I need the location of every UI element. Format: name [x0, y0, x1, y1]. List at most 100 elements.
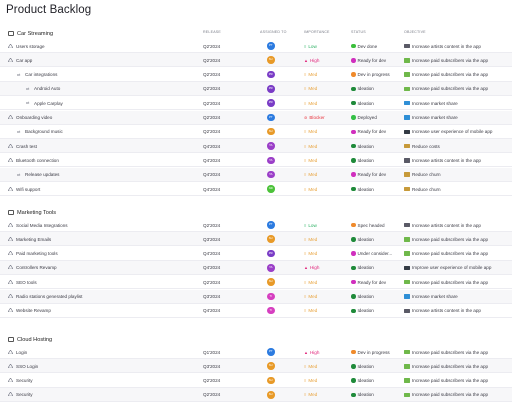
table-row[interactable]: Login Q1'2024 PT ▲ High Dev in progress Increa…: [0, 345, 512, 359]
status-badge[interactable]: Ideation: [351, 308, 374, 313]
status-badge[interactable]: Ideation: [351, 378, 374, 383]
importance-badge[interactable]: ≡ Med: [304, 378, 317, 383]
status-badge[interactable]: Spec headed: [351, 223, 385, 228]
objective-cell[interactable]: Reduce costs: [404, 144, 440, 149]
avatar[interactable]: PR: [267, 85, 275, 93]
status-badge[interactable]: Ideation: [351, 187, 374, 192]
table-row[interactable]: Security Q2'2024 SU ≡ Med Ideation Increase pa…: [0, 387, 512, 402]
table-row[interactable]: Website Revamp Q4'2024 TI ≡ Med Ideation Incre…: [0, 304, 512, 318]
row-name[interactable]: Security: [16, 392, 33, 398]
avatar[interactable]: TI: [267, 306, 275, 315]
table-row[interactable]: SEO tools Q2'2024 SU ≡ Med Ready for dev Incre…: [0, 275, 512, 290]
status-badge[interactable]: Deployed: [351, 115, 377, 120]
row-name[interactable]: Onboarding video: [16, 115, 53, 120]
avatar[interactable]: SU: [267, 235, 275, 243]
avatar[interactable]: PR: [267, 99, 275, 107]
status-badge[interactable]: Ideation: [351, 294, 374, 299]
avatar[interactable]: TI: [267, 292, 275, 301]
objective-cell[interactable]: Increase paid subscribers via the app: [404, 350, 488, 355]
importance-badge[interactable]: ≡ Med: [304, 237, 317, 242]
objective-cell[interactable]: Increase market share: [404, 294, 458, 299]
table-row[interactable]: Social Media Integrations Q2'2024 PT ≡ Low Sp…: [0, 218, 512, 232]
row-name[interactable]: Background music: [25, 129, 63, 135]
group-header[interactable]: Marketing Tools: [0, 207, 512, 219]
col-assigned[interactable]: ASSIGNED TO: [260, 30, 287, 34]
table-row[interactable]: Onboarding video Q2'2024 PT ⊘ Blocker Deploye…: [0, 110, 512, 125]
table-row[interactable]: Security Q2'2024 SU ≡ Med Ideation Increase pa…: [0, 374, 512, 388]
table-row[interactable]: SSO Login Q3'2024 SU ≡ Med Ideation Increase p…: [0, 359, 512, 374]
importance-badge[interactable]: ⊘ Blocker: [304, 115, 325, 120]
row-name[interactable]: Login: [16, 349, 28, 355]
objective-cell[interactable]: Increase paid subscribers via the app: [404, 251, 488, 256]
row-name[interactable]: Car app: [16, 57, 33, 63]
objective-cell[interactable]: Increase market share: [404, 115, 458, 120]
objective-cell[interactable]: Increase user experience of mobile app: [404, 129, 492, 134]
objective-cell[interactable]: Reduce churn: [404, 172, 441, 177]
importance-badge[interactable]: ≡ Med: [304, 294, 317, 299]
avatar[interactable]: PR: [267, 249, 275, 258]
objective-cell[interactable]: Increase paid subscribers via the app: [404, 72, 488, 77]
table-row[interactable]: Paid marketing tools Q4'2024 PR ≡ Med Under c…: [0, 247, 512, 261]
objective-cell[interactable]: Reduce churn: [404, 187, 441, 192]
importance-badge[interactable]: ≡ Med: [304, 129, 317, 134]
table-row[interactable]: Car app Q2'2024 SU ▲ High Ready for dev Increa…: [0, 53, 512, 68]
status-badge[interactable]: Ideation: [351, 101, 374, 106]
status-badge[interactable]: Ideation: [351, 158, 374, 163]
status-badge[interactable]: Under consider...: [351, 251, 392, 256]
objective-cell[interactable]: Increase paid subscribers via the app: [404, 237, 488, 242]
avatar[interactable]: SU: [267, 376, 275, 385]
avatar[interactable]: PR: [267, 70, 275, 79]
importance-badge[interactable]: ▲ High: [304, 265, 319, 270]
importance-badge[interactable]: ▲ High: [304, 350, 319, 355]
status-badge[interactable]: Ideation: [351, 237, 374, 242]
status-badge[interactable]: Ready for dev: [351, 58, 386, 63]
row-name[interactable]: Bluetooth connection: [16, 157, 59, 163]
table-row[interactable]: Wifi support Q4'2024 ND ≡ Med Ideation Reduce …: [0, 182, 512, 196]
table-row[interactable]: ⇄ Android Auto Q2'2024 PR ≡ Med Ideation Increa…: [0, 81, 512, 96]
avatar[interactable]: TA: [267, 156, 275, 165]
objective-cell[interactable]: Increase paid subscribers via the app: [404, 86, 488, 91]
importance-badge[interactable]: ≡ Med: [304, 144, 317, 149]
objective-cell[interactable]: Increase paid subscribers via the app: [404, 378, 488, 383]
row-name[interactable]: SSO Login: [16, 363, 39, 369]
avatar[interactable]: SU: [267, 56, 275, 64]
group-header[interactable]: Cloud Hosting: [0, 334, 512, 346]
importance-badge[interactable]: ≡ Med: [304, 308, 317, 313]
table-row[interactable]: ⇄ Background music Q2'2024 SU ≡ Med Ready for …: [0, 125, 512, 139]
table-row[interactable]: ⇄ Apple Carplay Q2'2024 PR ≡ Med Ideation Incre…: [0, 96, 512, 111]
importance-badge[interactable]: ≡ Low: [304, 223, 317, 228]
status-badge[interactable]: Ready for dev: [351, 129, 386, 134]
col-release[interactable]: RELEASE: [203, 30, 221, 34]
row-name[interactable]: Social Media Integrations: [16, 222, 68, 228]
status-badge[interactable]: Ideation: [351, 364, 374, 369]
objective-cell[interactable]: Increase paid subscribers via the app: [404, 58, 488, 63]
avatar[interactable]: PT: [267, 221, 275, 229]
objective-cell[interactable]: Increase artists content in the app: [404, 44, 481, 49]
importance-badge[interactable]: ≡ Med: [304, 364, 317, 369]
row-name[interactable]: SEO tools: [16, 279, 37, 285]
table-row[interactable]: Radio stations generated playlist Q3'2024…: [0, 289, 512, 304]
row-name[interactable]: Users storage: [16, 43, 45, 49]
table-row[interactable]: Users storage Q2'2024 PT ≡ Low Dev done Increa…: [0, 39, 512, 53]
status-badge[interactable]: Ideation: [351, 144, 374, 149]
importance-badge[interactable]: ≡ Med: [304, 280, 317, 285]
importance-badge[interactable]: ≡ Med: [304, 172, 317, 177]
status-badge[interactable]: Ready for dev: [351, 172, 386, 177]
row-name[interactable]: Android Auto: [34, 86, 61, 92]
importance-badge[interactable]: ≡ Med: [304, 392, 317, 397]
status-badge[interactable]: Ideation: [351, 86, 374, 91]
avatar[interactable]: TA: [267, 170, 275, 179]
status-badge[interactable]: Dev in progress: [351, 72, 390, 77]
group-header[interactable]: Car Streaming: [0, 28, 512, 40]
objective-cell[interactable]: Increase artists content in the app: [404, 223, 481, 228]
avatar[interactable]: SU: [267, 278, 275, 286]
row-name[interactable]: Marketing Emails: [16, 236, 52, 242]
row-name[interactable]: Radio stations generated playlist: [16, 294, 83, 299]
table-row[interactable]: Crash test Q4'2024 TA ≡ Med Ideation Reduce co…: [0, 139, 512, 154]
importance-badge[interactable]: ≡ Med: [304, 72, 317, 77]
importance-badge[interactable]: ▲ High: [304, 58, 319, 63]
avatar[interactable]: PT: [267, 113, 275, 122]
importance-badge[interactable]: ≡ Med: [304, 187, 317, 192]
avatar[interactable]: TA: [267, 264, 275, 272]
table-row[interactable]: Marketing Emails Q3'2024 SU ≡ Med Ideation Inc…: [0, 232, 512, 247]
